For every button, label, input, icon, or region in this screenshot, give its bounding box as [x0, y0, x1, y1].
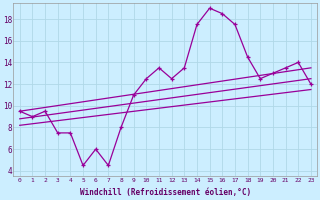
X-axis label: Windchill (Refroidissement éolien,°C): Windchill (Refroidissement éolien,°C) [80, 188, 251, 197]
